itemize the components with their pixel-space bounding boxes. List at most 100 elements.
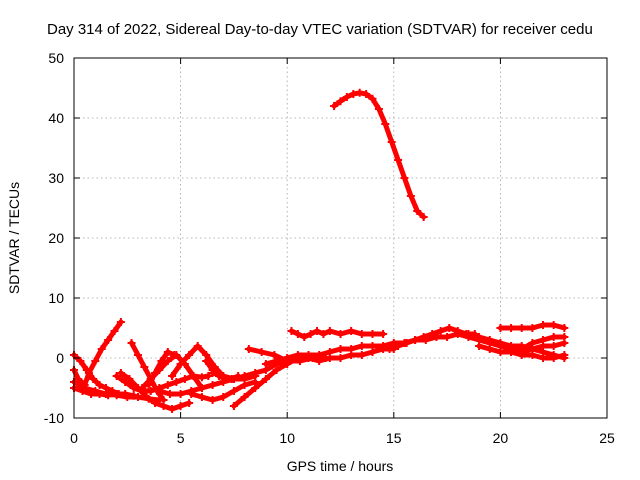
data-point <box>319 330 328 338</box>
data-point <box>155 387 164 395</box>
y-tick-label: 0 <box>56 350 64 366</box>
data-point <box>549 354 558 362</box>
data-point <box>104 391 113 400</box>
data-point <box>168 405 177 413</box>
data-point <box>176 402 185 410</box>
data-point <box>157 357 166 365</box>
data-point <box>140 363 149 371</box>
data-point <box>528 351 537 359</box>
data-point <box>300 333 309 341</box>
x-tick-label: 20 <box>493 430 509 446</box>
data-point <box>336 354 345 362</box>
data-point <box>142 393 151 401</box>
data-point <box>528 339 537 347</box>
data-point <box>406 192 415 200</box>
tick-labels: 0 5 10 15 20 25 -10 0 10 20 30 40 50 <box>44 50 615 446</box>
data-point <box>187 390 196 398</box>
y-tick-label: 40 <box>48 110 64 126</box>
data-point <box>283 357 292 365</box>
data-point <box>560 324 569 332</box>
data-point <box>330 102 339 110</box>
data-point <box>349 90 358 98</box>
data-point <box>270 351 279 359</box>
data-point <box>402 339 411 347</box>
data-point <box>304 354 313 362</box>
data-point <box>240 381 249 389</box>
data-point <box>272 366 281 374</box>
data-point <box>116 318 125 326</box>
data-point <box>549 342 558 350</box>
data-point <box>400 174 409 182</box>
data-point <box>313 327 322 335</box>
data-point <box>413 207 422 215</box>
data-point <box>475 333 484 341</box>
data-point <box>197 373 206 382</box>
data-point <box>176 390 185 398</box>
data-point <box>197 393 206 401</box>
data-point <box>368 94 377 103</box>
data-point <box>549 333 558 341</box>
data-point <box>560 333 569 341</box>
data-point <box>336 97 345 106</box>
x-tick-label: 15 <box>386 430 402 446</box>
y-axis-title: SDTVAR / TECUs <box>6 182 22 294</box>
data-point <box>163 348 172 356</box>
data-point <box>293 330 302 338</box>
data-point <box>168 372 177 380</box>
series-track-18 <box>283 345 398 365</box>
x-tick-label: 5 <box>177 430 185 446</box>
data-point <box>76 357 85 365</box>
data-point <box>306 330 315 338</box>
data-point <box>387 138 396 146</box>
data-point <box>560 351 569 359</box>
data-point <box>240 372 249 380</box>
x-axis-title: GPS time / hours <box>287 458 394 474</box>
series-track-20 <box>330 88 428 221</box>
data-point <box>97 345 106 353</box>
data-point <box>368 348 377 356</box>
data-point <box>336 345 345 353</box>
data-point <box>355 88 364 97</box>
data-point <box>496 324 505 332</box>
data-point <box>539 336 548 344</box>
data-point <box>539 354 548 362</box>
data-point <box>110 327 119 335</box>
data-point <box>208 396 217 404</box>
series-track-23 <box>475 333 569 356</box>
data-point <box>325 327 334 335</box>
series-track-9 <box>144 348 179 389</box>
data-point <box>272 357 281 365</box>
data-point <box>485 336 494 344</box>
data-point <box>347 327 356 335</box>
data-point <box>261 375 270 383</box>
data-point <box>112 372 121 380</box>
data-point <box>315 357 324 365</box>
data-point <box>185 351 194 359</box>
data-point <box>475 342 484 350</box>
data-point <box>208 369 217 377</box>
data-point <box>381 120 390 128</box>
series-track-21 <box>385 324 479 353</box>
data-point <box>347 351 356 359</box>
data-point <box>185 399 194 407</box>
data-point <box>293 354 302 362</box>
data-point <box>116 369 125 377</box>
data-point <box>95 390 104 398</box>
data-point <box>528 324 537 332</box>
data-point <box>180 375 189 383</box>
data-point <box>125 375 134 383</box>
data-point <box>453 327 462 335</box>
data-point <box>428 330 437 338</box>
data-point <box>362 90 371 98</box>
data-point <box>496 339 505 347</box>
data-point <box>411 336 420 344</box>
y-tick-label: 30 <box>48 170 64 186</box>
data-point <box>379 330 388 338</box>
data-point <box>197 384 206 392</box>
data-point <box>151 399 160 407</box>
data-point <box>204 372 213 380</box>
data-point <box>121 378 130 386</box>
data-point <box>485 345 494 353</box>
data-point <box>419 333 428 341</box>
data-point <box>385 345 394 353</box>
